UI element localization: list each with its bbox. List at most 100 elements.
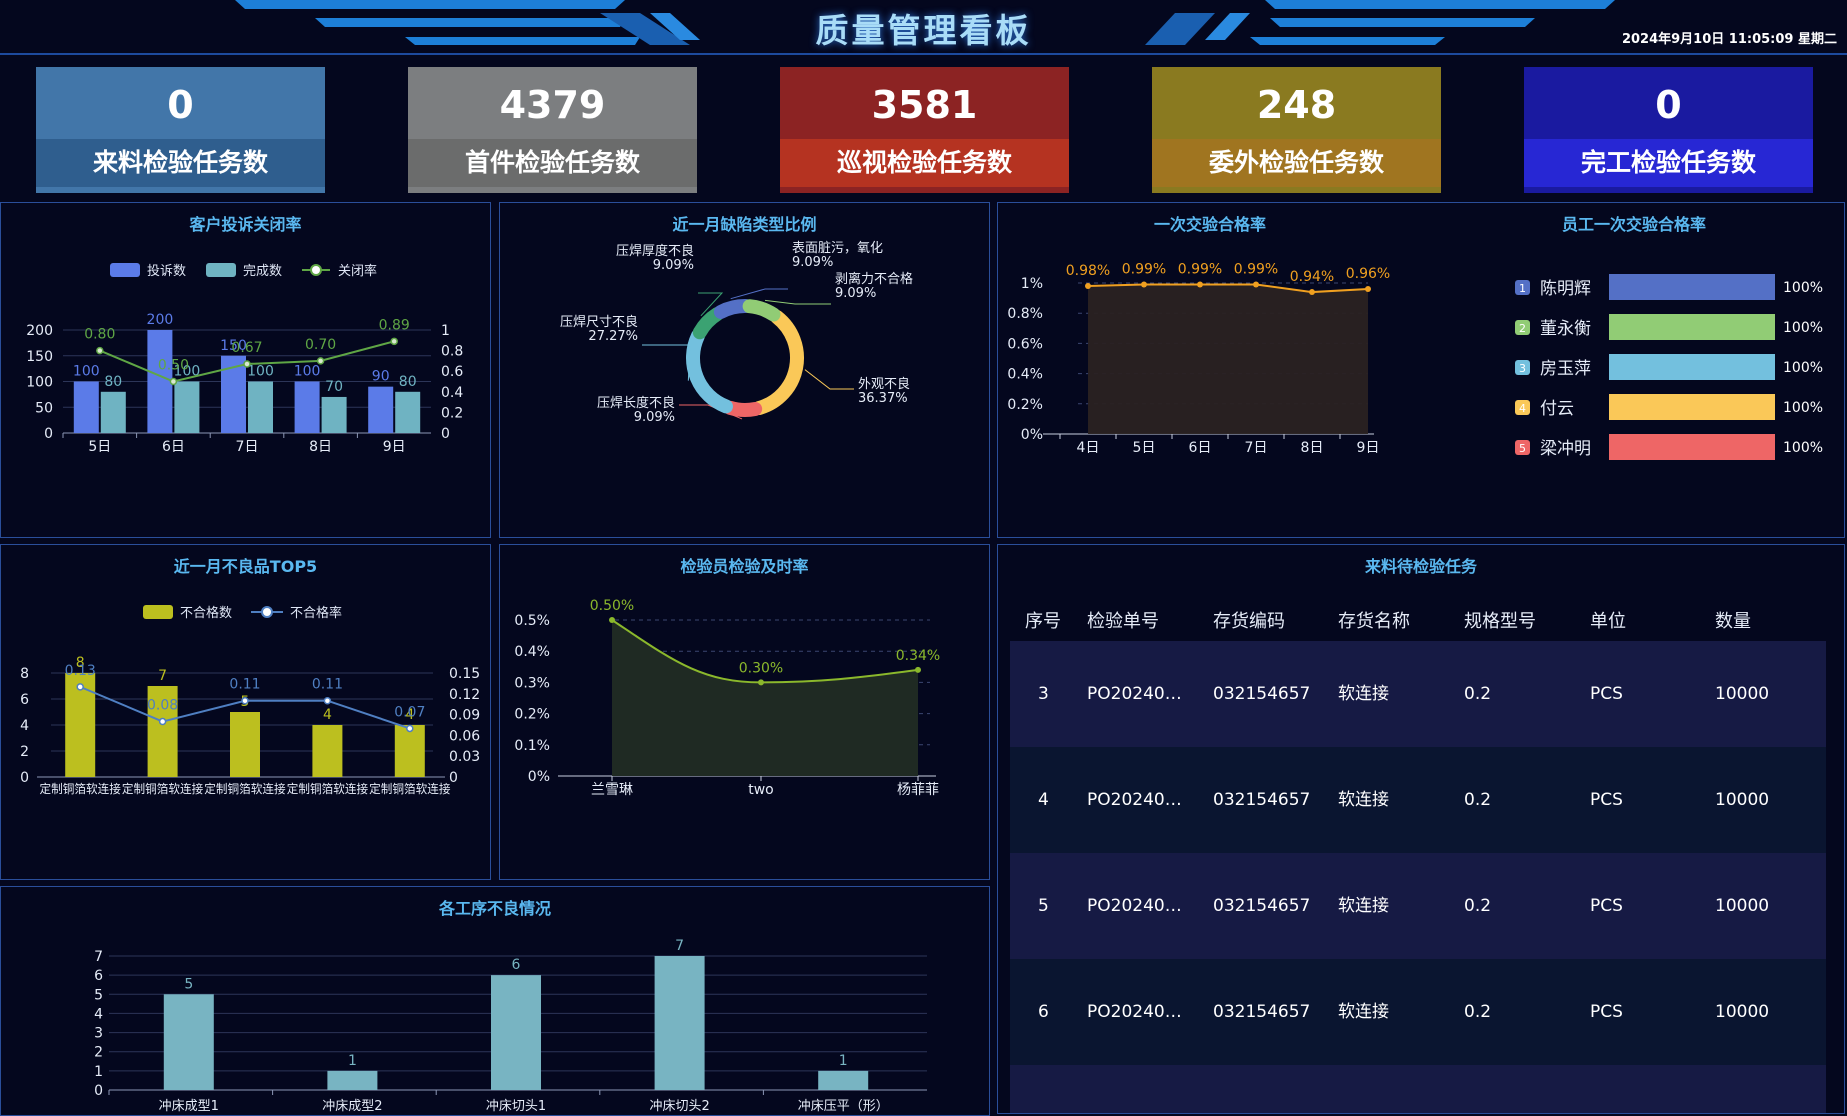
x-tick-label: 6日	[162, 439, 185, 455]
column-header: 数量	[1715, 611, 1751, 632]
line-label: 0.50%	[590, 598, 634, 614]
line-point	[243, 360, 251, 368]
bar-process	[654, 956, 705, 1090]
staff-name: 房玉萍	[1540, 359, 1591, 379]
kpi-bottom-bar	[36, 187, 325, 193]
rank-number: 1	[1519, 282, 1526, 295]
column-header: 检验单号	[1087, 611, 1159, 632]
line-point	[323, 696, 332, 705]
bar-defects	[312, 725, 343, 777]
x-tick-label: 6日	[1189, 440, 1212, 456]
table-row[interactable]: 5 PO20240… 032154657 软连接 0.2 PCS 10000	[1010, 853, 1826, 959]
line-point	[758, 679, 764, 686]
column-header: 存货编码	[1213, 611, 1285, 632]
y2-tick-label: 0.06	[449, 728, 480, 744]
bar-complaints	[368, 386, 394, 433]
rank-number: 5	[1519, 442, 1526, 455]
rank-badge	[1515, 440, 1530, 455]
line-label: 0.99%	[1178, 262, 1222, 278]
staff-pass-rate-chart: 1 陈明辉 100% 2 董永衡 100% 3 房玉萍 100% 4 付云 100% 5 梁冲明 100%	[1515, 274, 1823, 460]
kpi-card-completion: 0 完工检验任务数	[1524, 67, 1813, 193]
y-tick-label: 1%	[1021, 276, 1043, 292]
bar-complaints	[147, 330, 173, 433]
y-tick-label: 0.8%	[1007, 306, 1043, 322]
panel-title: 来料待检验任务	[1364, 557, 1477, 576]
staff-name: 梁冲明	[1540, 439, 1591, 459]
bar-process	[163, 994, 214, 1090]
dashboard-header: 质量管理看板 2024年9月10日 11:05:09 星期二	[0, 0, 1847, 56]
bar-label: 100	[73, 364, 100, 380]
x-tick-label: 冲床切头1	[486, 1099, 546, 1114]
panel-title: 近一月不良品TOP5	[173, 557, 318, 576]
bar-label: 1	[839, 1053, 848, 1069]
legend-swatch-defects	[143, 605, 173, 619]
table-row[interactable]: 6 PO20240… 032154657 软连接 0.2 PCS 10000	[1010, 959, 1826, 1065]
y-tick-label: 100	[26, 375, 53, 391]
pending-incoming-panel: 来料待检验任务 序号 检验单号 存货编码 存货名称 规格型号 单位 数量 3 P…	[997, 544, 1845, 1114]
y2-tick-label: 0.09	[449, 708, 480, 724]
kpi-value: 248	[1152, 67, 1441, 139]
line-point	[158, 717, 167, 726]
line-label: 0.08	[147, 698, 178, 714]
bar-label: 200	[147, 312, 174, 328]
table-row-partial[interactable]	[1010, 1065, 1826, 1113]
bar-label: 100	[174, 364, 201, 380]
line-point	[1253, 281, 1259, 288]
bar-completed	[100, 391, 126, 433]
table-row[interactable]: 3 PO20240… 032154657 软连接 0.2 PCS 10000	[1010, 641, 1826, 747]
line-point	[169, 377, 178, 386]
column-header: 单位	[1590, 611, 1626, 632]
line-label: 0.70	[305, 337, 336, 353]
cell-qty: 10000	[1715, 1002, 1770, 1022]
kpi-card-first-article: 4379 首件检验任务数	[408, 67, 697, 193]
kpi-label: 巡视检验任务数	[780, 139, 1069, 187]
top5-chart: 不合格数 不合格率 8 6 4 2 0 0.15 0.12 0.09 0.06 0.03 0 8 定制铜箔软…	[20, 605, 480, 796]
rank-number: 2	[1519, 322, 1526, 335]
kpi-card-patrol: 3581 巡视检验任务数	[780, 67, 1069, 193]
cell-item-code: 032154657	[1213, 684, 1311, 704]
bar-complaints	[73, 381, 99, 433]
cell-qty: 10000	[1715, 896, 1770, 916]
cell-order-no: PO20240…	[1087, 1002, 1182, 1022]
kpi-label: 委外检验任务数	[1152, 139, 1441, 187]
x-tick-label: 定制铜箔软连接	[204, 781, 285, 796]
y2-tick-label: 0.2	[441, 405, 463, 421]
y-tick-label: 0	[94, 1083, 103, 1099]
line-label: 0.99%	[1122, 262, 1166, 278]
line-point	[1309, 289, 1315, 296]
line-point	[316, 357, 325, 365]
bar-completed	[248, 381, 273, 433]
cell-unit: PCS	[1590, 684, 1623, 704]
donut-slice	[686, 328, 733, 414]
line-label: 0.30%	[739, 660, 783, 676]
bar-complaints	[294, 381, 320, 433]
rank-badge	[1515, 280, 1530, 295]
cell-index: 6	[1038, 1002, 1049, 1022]
x-tick-label: 冲床成型1	[159, 1099, 219, 1114]
line-point	[1365, 286, 1371, 293]
cell-item-code: 032154657	[1213, 790, 1311, 810]
y-tick-label: 1	[94, 1064, 103, 1080]
table-header: 序号 检验单号 存货编码 存货名称 规格型号 单位 数量	[998, 597, 1844, 647]
defect-top5-panel: 近一月不良品TOP5 不合格数 不合格率 8 6 4 2 0 0.15 0.12 0.09 0.06…	[0, 544, 491, 880]
x-tick-label: 冲床切头2	[649, 1099, 709, 1114]
line-label: 0.99%	[1234, 262, 1278, 278]
slice-name: 剥离力不合格	[835, 271, 913, 287]
x-tick-label: 5日	[88, 439, 111, 455]
slice-percent: 9.09%	[653, 258, 694, 273]
x-tick-label: 4日	[1077, 440, 1100, 456]
table-row[interactable]: 4 PO20240… 032154657 软连接 0.2 PCS 10000	[1010, 747, 1826, 853]
y-tick-label: 0.6%	[1007, 336, 1043, 352]
slice-name: 压焊厚度不良	[616, 243, 694, 259]
panel-title: 各工序不良情况	[438, 899, 551, 918]
legend-label: 不合格率	[290, 605, 342, 621]
kpi-bottom-bar	[1152, 187, 1441, 193]
kpi-value: 4379	[408, 67, 697, 139]
slice-percent: 36.37%	[858, 391, 908, 406]
line-point	[406, 724, 414, 733]
bar-label: 6	[512, 957, 521, 973]
process-defect-panel: 各工序不良情况 7 6 5 4 3 2 1 0 5 冲床成型1 1 冲床成型2 6 冲床切头1 7 冲床切头2…	[0, 886, 990, 1116]
y-tick-label: 0	[44, 426, 53, 442]
donut-slice	[752, 309, 804, 416]
bar-label: 100	[247, 364, 274, 380]
